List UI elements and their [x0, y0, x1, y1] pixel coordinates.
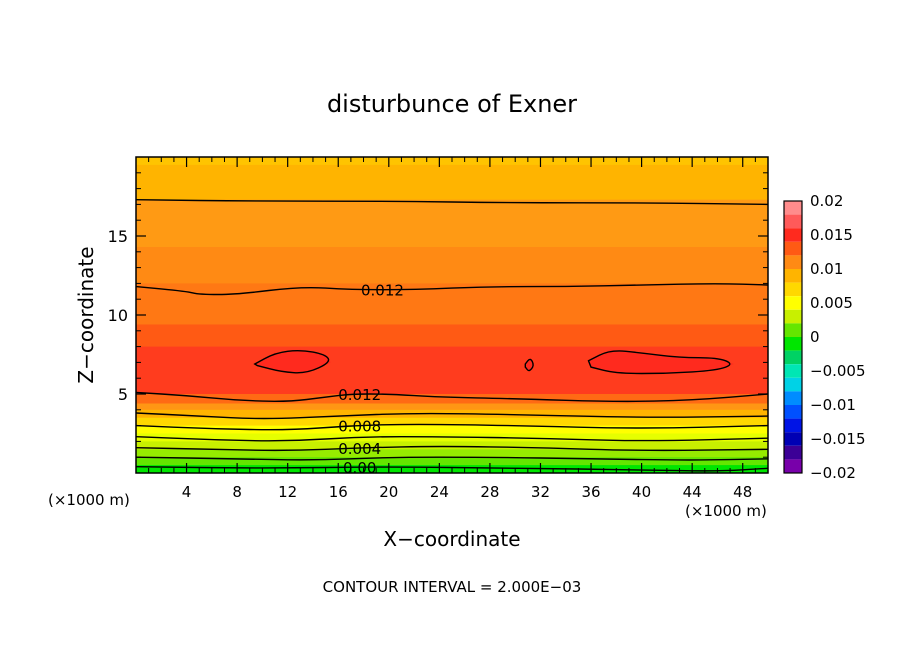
- y-tick-label: 10: [108, 306, 128, 325]
- chart-title: disturbunce of Exner: [327, 90, 577, 118]
- filled-contour-bands: [136, 157, 768, 473]
- colorbar-band: [784, 228, 802, 242]
- colorbar-tick-label: −0.02: [810, 464, 856, 482]
- colorbar-band: [784, 445, 802, 460]
- colorbar-tick-label: −0.01: [810, 396, 856, 414]
- colorbar-tick-label: −0.015: [810, 430, 866, 448]
- colorbar-frame: [783, 200, 803, 474]
- contour-line-label: 0.012: [361, 282, 404, 300]
- colorbar-band: [784, 432, 802, 446]
- x-tick-label: 48: [733, 483, 752, 501]
- contour-line-label: 0.00: [343, 459, 376, 477]
- contour-line: [136, 423, 768, 431]
- y-tick-label: 5: [118, 385, 128, 404]
- x-tick-label: 40: [632, 483, 651, 501]
- colorbar-band: [784, 282, 802, 297]
- contour-line: [136, 283, 768, 296]
- contour-line: [136, 391, 768, 403]
- colorbar-tick-label: −0.005: [810, 362, 866, 380]
- colorbar-band: [784, 296, 802, 310]
- x-tick-label: 16: [329, 483, 348, 501]
- colorbar-band: [784, 214, 802, 229]
- x-unit-left: (×1000 m): [48, 491, 130, 509]
- colorbar-band: [784, 309, 802, 324]
- colorbar-band: [784, 459, 802, 473]
- colorbar-tick-label: 0.015: [810, 226, 853, 244]
- contour-line-label: 0.008: [338, 417, 381, 435]
- colorbar-band: [784, 377, 802, 392]
- x-axis-label: X−coordinate: [383, 527, 520, 551]
- y-tick-label: 15: [108, 227, 128, 246]
- colorbar-band: [784, 391, 802, 405]
- y-axis-ticks: 5 10 15: [108, 172, 768, 458]
- colorbar-band: [784, 364, 802, 378]
- contour-line: [136, 199, 768, 206]
- x-tick-label: 20: [379, 483, 398, 501]
- contour-line-label: 0.012: [338, 386, 381, 404]
- colorbar-band: [784, 201, 802, 215]
- contour-interval-note: CONTOUR INTERVAL = 2.000E−03: [323, 578, 582, 596]
- x-tick-label: 24: [430, 483, 449, 501]
- contour-line: [136, 412, 768, 420]
- contour-line: [524, 358, 534, 372]
- contour-line: [136, 456, 768, 461]
- colorbar-band: [784, 255, 802, 269]
- contour-line: [587, 350, 731, 375]
- colorbar-tick-label: 0.01: [810, 260, 843, 278]
- colorbar-tick-label: 0.02: [810, 192, 843, 210]
- x-tick-label: 12: [278, 483, 297, 501]
- maximum-patch: [254, 349, 331, 374]
- colorbar-band: [784, 337, 802, 351]
- colorbar-ticks: 0.02 0.015 0.01 0.005 0 −0.005 −0.01 −0.015 −0.0…: [810, 192, 866, 482]
- x-tick-label: 8: [232, 483, 242, 501]
- colorbar-band: [784, 405, 802, 419]
- contour-line: [136, 435, 768, 442]
- contour-line-label: 0.004: [338, 440, 381, 458]
- contour-line: [253, 350, 330, 374]
- x-axis-ticks: 4 8 12 16 20 24 28 32 36 40 44 48: [148, 157, 756, 501]
- x-tick-label: 28: [480, 483, 499, 501]
- colorbar-band: [784, 350, 802, 365]
- contour-line: [136, 466, 768, 472]
- colorbar-tick-label: 0: [810, 328, 820, 346]
- x-tick-label: 32: [531, 483, 550, 501]
- colorbar-band: [784, 269, 802, 283]
- contour-lines: [136, 199, 768, 472]
- x-tick-label: 44: [683, 483, 702, 501]
- y-axis-label: Z−coordinate: [74, 246, 98, 383]
- colorbar-band: [784, 241, 802, 256]
- contour-line: [136, 445, 768, 452]
- colorbar-band: [784, 323, 802, 337]
- colorbar-tick-label: 0.005: [810, 294, 853, 312]
- x-unit-right: (×1000 m): [685, 502, 767, 520]
- colorbar-band: [784, 418, 802, 433]
- maximum-patch: [588, 349, 734, 374]
- x-tick-label: 4: [182, 483, 192, 501]
- colorbar: [783, 200, 803, 474]
- x-tick-label: 36: [581, 483, 600, 501]
